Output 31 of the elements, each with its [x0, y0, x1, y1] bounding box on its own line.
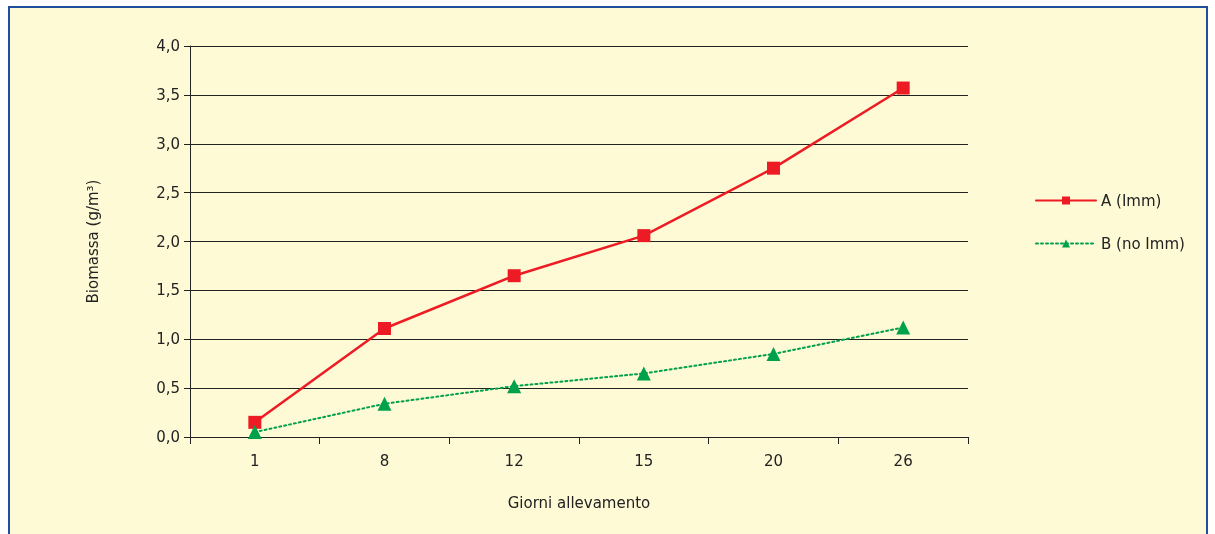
x-tick-label: 26: [893, 451, 913, 470]
x-tick-label: 12: [504, 451, 524, 470]
point: [247, 425, 262, 440]
x-axis-title: Giorni allevamento: [507, 493, 651, 512]
legend-label: A (Imm): [1101, 191, 1162, 210]
y-tick-label: 2,5: [156, 183, 180, 202]
point: [377, 396, 392, 411]
x-tick-label: 1: [250, 451, 260, 470]
x-tick-label: 20: [763, 451, 784, 470]
point: [896, 81, 910, 95]
y-tick-label: 4,0: [156, 37, 180, 55]
point: [636, 366, 651, 381]
y-tick-label: 2,0: [156, 232, 180, 251]
x-tick-label: 8: [379, 451, 390, 470]
x-tick-label: 15: [634, 451, 654, 470]
point: [767, 161, 780, 175]
y-tick-label: 1,5: [156, 281, 180, 300]
point: [507, 269, 521, 283]
y-tick-label: 3,0: [156, 134, 180, 153]
y-tick-label: 0,5: [156, 379, 180, 398]
point: [896, 320, 911, 335]
point: [637, 229, 651, 243]
legend-label: B (no Imm): [1101, 234, 1185, 253]
y-tick-label: 1,0: [156, 330, 180, 349]
y-tick-label: 3,5: [156, 85, 180, 104]
point: [507, 379, 522, 394]
y-axis-title: Biomassa (g/m³): [83, 179, 102, 304]
point: [766, 346, 781, 361]
y-tick-label: 0,0: [156, 428, 180, 446]
point: [378, 322, 391, 335]
point: [248, 415, 262, 429]
